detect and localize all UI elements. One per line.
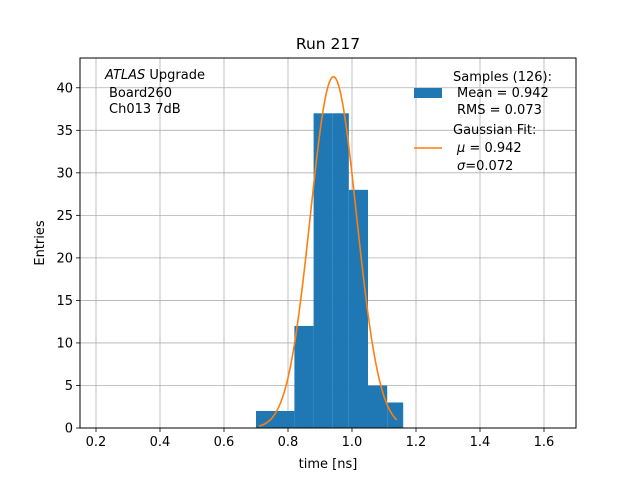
board-label: Board260	[109, 86, 172, 101]
y-tick-label: 10	[56, 336, 73, 351]
legend-fit-mu: μ = 0.942	[456, 141, 522, 156]
x-axis-ticks: 0.2 0.4 0.6 0.8 1.0 1.2 1.4 1.6	[86, 428, 555, 450]
histogram-bar	[332, 113, 349, 428]
legend-samples-mean: Mean = 0.942	[457, 86, 549, 101]
legend-fit-title: Gaussian Fit:	[453, 123, 536, 138]
atlas-upgrade: Upgrade	[145, 68, 205, 83]
histogram-bar	[348, 189, 368, 428]
y-tick-label: 5	[65, 379, 73, 394]
histogram-bar	[387, 402, 404, 428]
y-tick-label: 40	[56, 81, 73, 96]
x-axis-label: time [ns]	[299, 457, 358, 472]
x-tick-label: 0.2	[86, 435, 107, 450]
y-tick-label: 15	[56, 294, 73, 309]
histogram-bar	[294, 325, 314, 428]
histogram-bar	[368, 385, 388, 428]
mu-value: = 0.942	[465, 141, 521, 156]
atlas-italic: ATLAS	[104, 68, 145, 83]
y-axis-ticks: 0 5 10 15 20 25 30 35 40	[56, 81, 80, 437]
sigma-value: =0.072	[465, 159, 513, 174]
y-tick-label: 30	[56, 166, 73, 181]
histogram-bars	[256, 113, 404, 428]
sigma-symbol: σ	[457, 159, 466, 174]
legend-fit-sigma: σ=0.072	[457, 159, 513, 174]
y-tick-label: 20	[56, 251, 73, 266]
y-tick-label: 0	[65, 422, 73, 437]
y-tick-label: 35	[56, 124, 73, 139]
x-tick-label: 1.4	[470, 435, 491, 450]
x-tick-label: 0.6	[214, 435, 235, 450]
legend: Samples (126): Mean = 0.942 RMS = 0.073 …	[414, 70, 552, 174]
gaussian-fit-curve	[258, 75, 398, 427]
legend-samples-swatch	[414, 88, 442, 98]
chart-title: Run 217	[296, 35, 360, 53]
x-tick-label: 1.6	[534, 435, 555, 450]
x-tick-label: 1.2	[406, 435, 427, 450]
plot-frame	[79, 57, 577, 429]
atlas-annotation: ATLAS Upgrade Board260 Ch013 7dB	[104, 68, 205, 117]
legend-samples-title: Samples (126):	[453, 70, 552, 85]
x-tick-label: 1.0	[342, 435, 363, 450]
y-axis-label: Entries	[33, 220, 48, 266]
x-tick-label: 0.4	[150, 435, 171, 450]
histogram-bar	[313, 113, 333, 428]
x-tick-label: 0.8	[278, 435, 299, 450]
atlas-label: ATLAS Upgrade	[104, 68, 205, 83]
fit-line	[258, 75, 398, 427]
channel-label: Ch013 7dB	[109, 102, 181, 117]
mu-symbol: μ	[456, 141, 465, 156]
legend-samples-rms: RMS = 0.073	[457, 103, 542, 118]
y-tick-label: 25	[56, 209, 73, 224]
